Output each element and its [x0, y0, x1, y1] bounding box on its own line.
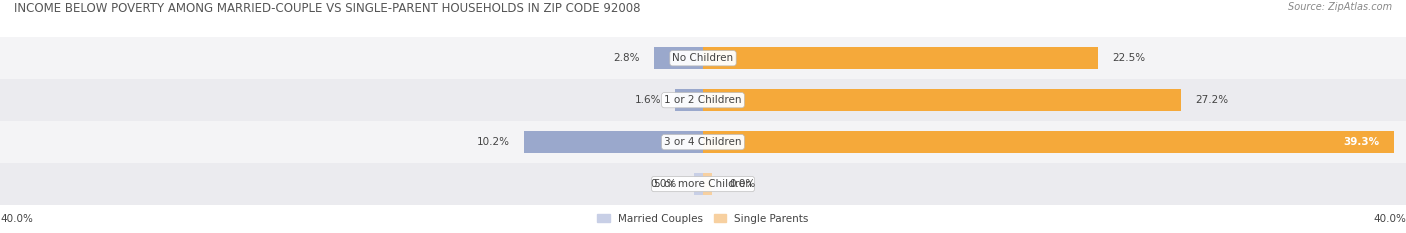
Text: 2.8%: 2.8%	[613, 53, 640, 63]
Text: 1.6%: 1.6%	[634, 95, 661, 105]
Text: 40.0%: 40.0%	[1374, 214, 1406, 224]
Bar	[524, 131, 703, 153]
Text: 0.0%: 0.0%	[730, 179, 755, 189]
Bar	[0, 121, 1406, 163]
Text: No Children: No Children	[672, 53, 734, 63]
Text: 3 or 4 Children: 3 or 4 Children	[664, 137, 742, 147]
Bar	[703, 47, 1098, 69]
Text: Source: ZipAtlas.com: Source: ZipAtlas.com	[1288, 2, 1392, 12]
Text: 0.0%: 0.0%	[651, 179, 676, 189]
Legend: Married Couples, Single Parents: Married Couples, Single Parents	[593, 209, 813, 228]
Bar	[0, 79, 1406, 121]
Text: 39.3%: 39.3%	[1344, 137, 1379, 147]
Bar	[0, 37, 1406, 79]
Bar	[703, 173, 711, 195]
Text: 40.0%: 40.0%	[0, 214, 32, 224]
Text: 10.2%: 10.2%	[477, 137, 510, 147]
Text: 22.5%: 22.5%	[1112, 53, 1146, 63]
Bar	[0, 163, 1406, 205]
Bar	[703, 131, 1393, 153]
Bar	[675, 89, 703, 111]
Text: 5 or more Children: 5 or more Children	[654, 179, 752, 189]
Text: 27.2%: 27.2%	[1195, 95, 1229, 105]
Text: 1 or 2 Children: 1 or 2 Children	[664, 95, 742, 105]
Bar	[703, 89, 1181, 111]
Text: INCOME BELOW POVERTY AMONG MARRIED-COUPLE VS SINGLE-PARENT HOUSEHOLDS IN ZIP COD: INCOME BELOW POVERTY AMONG MARRIED-COUPL…	[14, 2, 641, 15]
Bar	[695, 173, 703, 195]
Bar	[654, 47, 703, 69]
